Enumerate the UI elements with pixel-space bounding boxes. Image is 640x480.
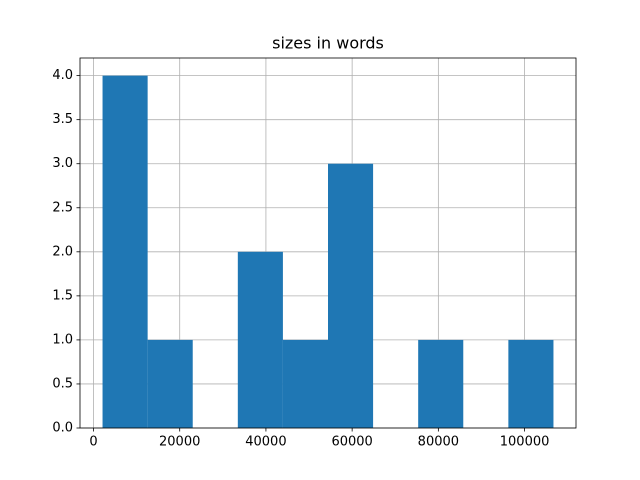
x-tick-label: 40000 (245, 435, 286, 450)
y-tick-label: 4.0 (52, 68, 73, 83)
y-tick-label: 2.0 (52, 244, 73, 259)
x-tick-label: 80000 (418, 435, 459, 450)
x-tick-label: 20000 (159, 435, 200, 450)
x-tick-label: 0 (89, 435, 97, 450)
x-tick-label: 100000 (500, 435, 550, 450)
y-tick-label: 3.0 (52, 156, 73, 171)
bar (328, 163, 374, 428)
y-tick-label: 0.0 (52, 421, 73, 436)
x-tick-label: 60000 (331, 435, 372, 450)
bar (102, 75, 148, 428)
y-tick-label: 0.5 (52, 376, 73, 391)
y-tick-label: 3.5 (52, 112, 73, 127)
y-tick-label: 2.5 (52, 200, 73, 215)
plot-frame (79, 57, 577, 429)
y-tick-label: 1.0 (52, 332, 73, 347)
bar (282, 339, 328, 428)
bar (418, 339, 464, 428)
chart-title: sizes in words (272, 34, 384, 53)
bar (237, 251, 283, 428)
bar (508, 339, 554, 428)
bar (147, 339, 193, 428)
y-tick-label: 1.5 (52, 288, 73, 303)
